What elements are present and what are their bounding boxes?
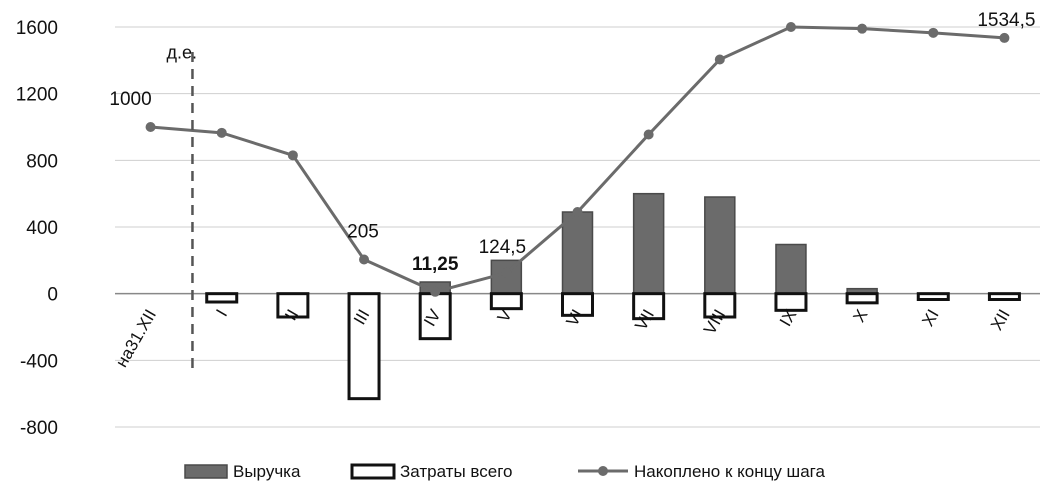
legend-marker	[598, 466, 608, 476]
x-category-label: XI	[918, 306, 942, 329]
cumulative-line	[145, 22, 1010, 297]
cumulative-point	[643, 129, 654, 140]
legend-label: Выручка	[233, 462, 301, 481]
cumulative-point	[359, 254, 370, 265]
data-label: 11,25	[412, 254, 459, 275]
cumulative-point	[145, 122, 156, 132]
costs-bar	[561, 292, 594, 317]
revenue-bar	[561, 211, 594, 295]
data-label: 1000	[109, 89, 151, 110]
y-axis: -800 -400 0 400 800 1200 1600	[16, 18, 58, 439]
costs-bar	[489, 292, 523, 311]
revenue-bar	[632, 192, 665, 295]
x-category-label: X	[849, 306, 871, 325]
data-label: 124,5	[479, 237, 527, 258]
cumulative-point	[857, 23, 868, 34]
x-category-label: XII	[987, 306, 1014, 334]
cumulative-point	[785, 22, 796, 32]
costs-bar	[703, 292, 737, 319]
cumulative-point	[216, 127, 227, 138]
x-category-label: I	[212, 306, 231, 320]
cumulative-point	[714, 54, 725, 65]
unit-label: д.е.	[166, 43, 197, 63]
y-tick-label: 0	[47, 285, 58, 306]
data-labels: 1000 205 11,25 124,5 1534,5	[109, 10, 1035, 275]
costs-bar	[987, 292, 1021, 301]
costs-bar	[632, 292, 666, 321]
y-tick-label: 1600	[16, 18, 58, 39]
cumulative-point	[430, 286, 441, 297]
cumulative-point	[928, 27, 939, 38]
cumulative-point	[999, 32, 1010, 43]
y-tick-label: 800	[26, 151, 58, 172]
legend: Выручка Затраты всего Накоплено к концу ша…	[184, 462, 825, 481]
y-tick-label: 400	[26, 218, 58, 239]
costs-bar	[205, 292, 239, 304]
costs-bar	[347, 292, 381, 401]
legend-swatch	[184, 464, 228, 479]
y-tick-label: -800	[20, 418, 58, 439]
cumulative-point	[501, 267, 512, 278]
revenue-bar	[775, 243, 807, 295]
cumulative-point	[572, 207, 583, 217]
costs-bar	[276, 292, 310, 319]
bars	[205, 192, 1021, 401]
legend-label: Затраты всего	[400, 462, 512, 481]
y-tick-label: 1200	[16, 85, 58, 106]
legend-swatch	[350, 463, 396, 480]
costs-bar	[774, 292, 808, 312]
data-label: 1534,5	[977, 10, 1035, 31]
costs-bar	[916, 292, 950, 301]
cumulative-point	[287, 150, 298, 161]
y-tick-label: -400	[20, 351, 58, 372]
legend-label: Накоплено к концу шага	[634, 462, 825, 481]
costs-bar	[845, 292, 879, 305]
costs-bar	[418, 292, 452, 341]
data-label: 205	[347, 222, 379, 243]
revenue-bar	[704, 196, 736, 295]
